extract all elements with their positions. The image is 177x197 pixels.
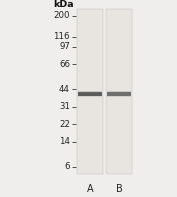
Bar [78, 96, 102, 97]
Text: kDa: kDa [54, 0, 74, 9]
Text: 14: 14 [59, 137, 70, 146]
Bar [106, 9, 132, 174]
Text: 6: 6 [64, 162, 70, 171]
Text: A: A [87, 184, 93, 194]
Text: 44: 44 [59, 85, 70, 94]
Text: 31: 31 [59, 102, 70, 111]
Bar [107, 91, 131, 93]
Bar [78, 91, 102, 93]
Text: 66: 66 [59, 59, 70, 69]
Bar [107, 92, 131, 96]
Bar [107, 96, 131, 97]
Text: 97: 97 [59, 42, 70, 51]
Bar [78, 92, 102, 96]
Bar [77, 9, 103, 174]
Text: 116: 116 [53, 33, 70, 41]
Text: B: B [116, 184, 122, 194]
Text: 200: 200 [53, 11, 70, 20]
Text: 22: 22 [59, 120, 70, 129]
